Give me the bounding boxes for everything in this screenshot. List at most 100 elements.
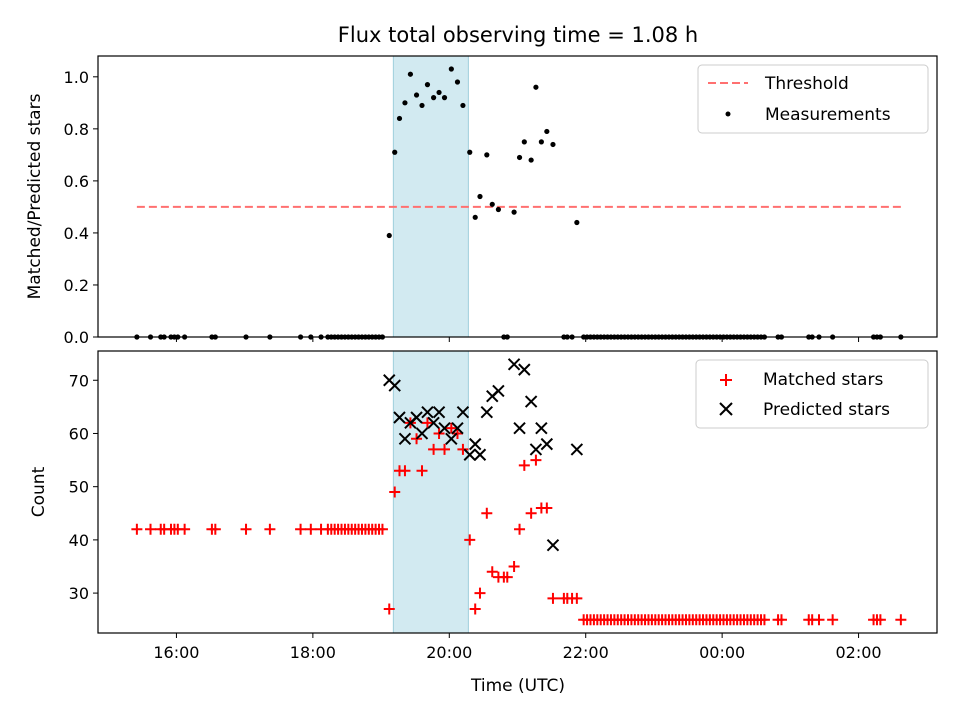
bottom-matched-stars-point	[464, 534, 476, 546]
bottom-matched-stars-point	[451, 427, 463, 439]
bottom-observing-window-span	[392, 350, 469, 634]
chart-title: Flux total observing time = 1.08 h	[338, 23, 698, 47]
top-ticks: 0.0 0.2 0.4 0.6 0.8 1.0	[64, 68, 860, 347]
bottom-xtick-label: 22:00	[563, 643, 609, 662]
top-ytick-label: 0.4	[64, 224, 89, 243]
bottom-matched-stars-point	[469, 603, 481, 615]
bottom-matched-stars-point	[571, 592, 583, 604]
legend-measurements-label: Measurements	[765, 105, 891, 125]
top-measurements-point	[550, 141, 556, 148]
bottom-matched-stars-point	[421, 417, 433, 429]
bottom-matched-stars-point	[895, 614, 907, 626]
top-measurements-point	[402, 100, 408, 106]
bottom-matched-stars-point	[179, 523, 191, 535]
top-ylabel: Matched/Predicted stars	[25, 93, 45, 299]
top-ytick-label: 0.6	[64, 172, 89, 191]
bottom-predicted-stars-point	[540, 437, 554, 451]
bottom-predicted-stars-point	[438, 421, 451, 435]
top-measurements-point	[528, 157, 534, 163]
bottom-predicted-stars-point	[524, 395, 538, 408]
legend-predicted-label: Predicted stars	[763, 400, 890, 420]
top-measurements-point	[424, 82, 431, 88]
bottom-matched-stars-point	[827, 614, 839, 626]
bottom-predicted-stars-point	[518, 363, 531, 376]
bottom-matched-stars-point	[457, 443, 469, 455]
bottom-predicted-stars-point	[535, 421, 548, 435]
bottom-matched-stars-point	[131, 523, 143, 535]
bottom-matched-stars-point	[547, 592, 559, 604]
bottom-predicted-stars-point	[570, 443, 584, 456]
bottom-legend-box	[695, 359, 929, 429]
bottom-xtick-label: 02:00	[836, 643, 882, 662]
bottom-matched-stars-point	[209, 523, 221, 535]
top-measurements-point	[472, 214, 478, 220]
legend-predicted-swatch	[719, 402, 733, 416]
bottom-matched-stars-point	[439, 443, 451, 455]
bottom-predicted-stars-point	[427, 416, 440, 430]
bottom-predicted-stars-point	[393, 411, 406, 424]
top-measurements-point	[574, 219, 580, 226]
bottom-matched-stars-point	[775, 614, 787, 626]
bottom-matched-stars-point	[376, 523, 388, 535]
top-axes-frame	[97, 55, 938, 338]
top-measurements-point	[489, 201, 495, 207]
top-measurements-point	[516, 154, 523, 161]
bottom-predicted-stars-point	[513, 421, 526, 435]
top-measurements-point	[477, 193, 483, 200]
bottom-matched-stars-point	[813, 614, 825, 626]
legend-matched-label: Matched stars	[763, 370, 883, 390]
bottom-predicted-stars-point	[415, 427, 429, 440]
bottom-matched-stars-point	[486, 566, 498, 578]
top-measurements-point	[484, 152, 490, 158]
bottom-matched-stars-point	[428, 443, 440, 455]
top-ytick-label: 1.0	[64, 68, 89, 87]
bottom-matched-stars-point	[399, 465, 411, 477]
bottom-predicted-stars-point	[451, 421, 464, 435]
bottom-matched-stars-point	[874, 614, 886, 626]
top-measurements-point	[495, 206, 502, 213]
top-ytick-label: 0.2	[64, 276, 89, 295]
top-measurements-point	[454, 79, 461, 85]
bottom-ticks: 30 40 50 60 70 16:00 18:00 20:00 22:00 00:00 02:00	[69, 371, 882, 662]
top-measurements-point	[392, 149, 398, 155]
bottom-predicted-stars-point	[421, 405, 434, 419]
bottom-legend: Matched stars Predicted stars	[695, 359, 929, 429]
bottom-xtick-label: 16:00	[153, 643, 199, 662]
bottom-ylabel: Count	[29, 466, 49, 517]
bottom-ytick-label: 40	[69, 531, 89, 550]
top-measurements-point	[533, 84, 539, 90]
top-measurements-point	[396, 115, 403, 122]
bottom-matched-stars-point	[240, 523, 252, 535]
bottom-matched-stars-point	[541, 502, 553, 514]
bottom-matched-stars-point	[145, 523, 157, 535]
bottom-matched-stars-point	[305, 523, 317, 535]
bottom-predicted-stars-point	[398, 432, 412, 445]
top-measurements-point	[538, 139, 544, 145]
bottom-matched-stars-point	[445, 422, 457, 434]
top-ytick-label: 0.0	[64, 328, 89, 347]
bottom-predicted-stars-point	[410, 411, 423, 424]
bottom-matched-stars-point	[416, 465, 428, 477]
top-measurements-point	[511, 209, 517, 215]
legend-matched-swatch	[720, 374, 732, 386]
top-measurements-point	[436, 89, 442, 96]
top-observing-window-span	[392, 55, 469, 338]
bottom-xtick-label: 00:00	[699, 643, 745, 662]
top-measurements-point	[419, 102, 425, 109]
top-measurements-point	[460, 102, 466, 109]
bottom-predicted-stars-point	[492, 384, 505, 398]
top-measurements-point	[467, 149, 473, 155]
bottom-series	[131, 358, 907, 626]
top-ytick-label: 0.8	[64, 120, 89, 139]
bottom-matched-stars-point	[474, 587, 486, 599]
bottom-predicted-stars-point	[546, 539, 560, 552]
bottom-matched-stars-point	[530, 454, 542, 466]
bottom-predicted-stars-point	[469, 437, 482, 451]
bottom-matched-stars-point	[758, 614, 770, 626]
bottom-predicted-stars-point	[473, 448, 487, 461]
bottom-panel: 30 40 50 60 70 16:00 18:00 20:00 22:00 00:00 02:00…	[29, 350, 938, 696]
top-legend-box	[697, 64, 929, 134]
bottom-matched-stars-point	[295, 523, 307, 535]
bottom-matched-stars-point	[481, 507, 493, 519]
